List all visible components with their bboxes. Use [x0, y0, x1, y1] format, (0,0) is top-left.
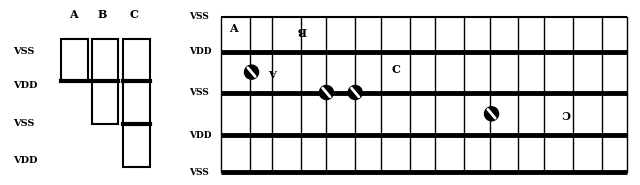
- Text: VSS: VSS: [189, 168, 209, 176]
- Text: VDD: VDD: [189, 47, 211, 56]
- Bar: [92, 39, 118, 124]
- Bar: [61, 39, 88, 81]
- Circle shape: [348, 85, 362, 100]
- Text: A: A: [270, 67, 278, 76]
- Text: C: C: [391, 64, 400, 75]
- Text: VSS: VSS: [189, 88, 209, 97]
- Text: VDD: VDD: [189, 131, 211, 139]
- Circle shape: [244, 65, 259, 79]
- Text: VSS: VSS: [13, 120, 34, 128]
- Bar: [123, 39, 150, 166]
- Text: A: A: [229, 23, 237, 34]
- Text: A: A: [69, 9, 78, 20]
- Text: B: B: [98, 9, 107, 20]
- Text: VSS: VSS: [13, 47, 34, 56]
- Circle shape: [319, 85, 333, 100]
- Text: VSS: VSS: [189, 12, 209, 21]
- Text: VDD: VDD: [13, 81, 37, 90]
- Text: C: C: [130, 9, 139, 20]
- Text: B: B: [298, 25, 307, 36]
- Text: VDD: VDD: [13, 157, 37, 165]
- Text: C: C: [562, 108, 571, 119]
- Circle shape: [484, 107, 499, 121]
